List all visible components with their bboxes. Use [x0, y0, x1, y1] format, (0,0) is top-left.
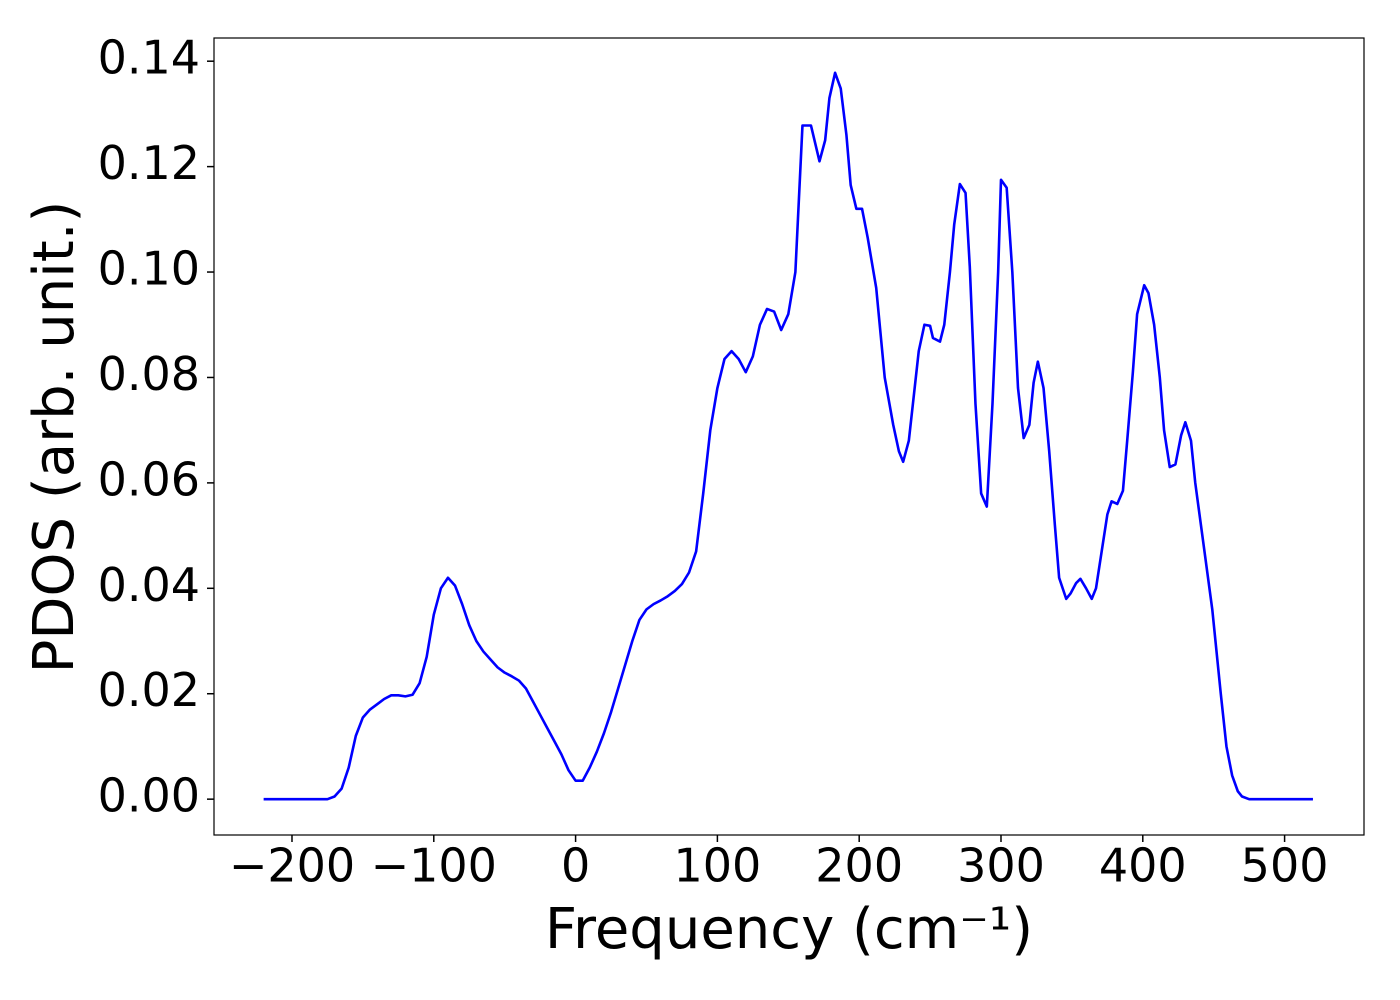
x-tick-label: 500 — [1241, 839, 1329, 893]
x-tick-label: 200 — [815, 839, 903, 893]
x-tick-label: 400 — [1099, 839, 1187, 893]
y-tick-label: 0.06 — [98, 452, 200, 506]
y-tick-label: 0.14 — [98, 31, 200, 85]
y-tick-label: 0.04 — [98, 558, 200, 612]
x-tick-label: −200 — [229, 839, 355, 893]
y-tick-label: 0.08 — [98, 347, 200, 401]
x-axis-label: Frequency (cm⁻¹) — [545, 897, 1033, 962]
x-tick-label: 300 — [957, 839, 1045, 893]
y-tick-label: 0.00 — [98, 769, 200, 823]
y-axis-label: PDOS (arb. unit.) — [22, 201, 87, 674]
x-tick-label: −100 — [371, 839, 497, 893]
data-line — [263, 71, 1313, 801]
y-tick-label: 0.12 — [98, 136, 200, 190]
x-tick-label: 0 — [561, 839, 590, 893]
x-tick-label: 100 — [673, 839, 761, 893]
y-tick-label: 0.02 — [98, 663, 200, 717]
plot-frame — [213, 37, 1365, 836]
y-tick-label: 0.10 — [98, 242, 200, 296]
